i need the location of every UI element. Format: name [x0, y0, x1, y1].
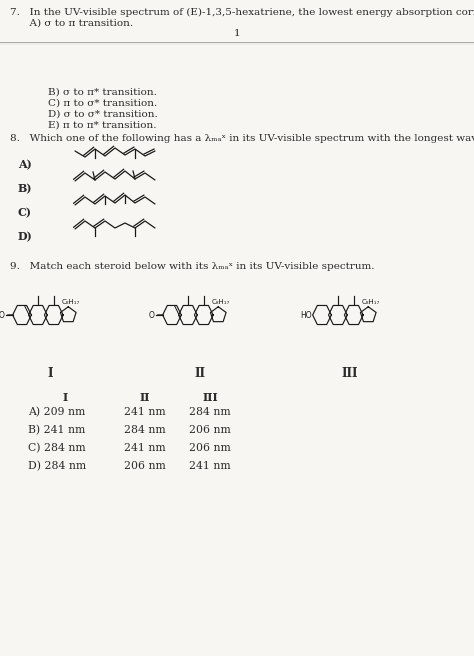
- Text: II: II: [194, 367, 206, 380]
- Text: D) σ to σ* transition.: D) σ to σ* transition.: [48, 110, 158, 119]
- Text: C) 284 nm: C) 284 nm: [28, 443, 86, 453]
- Text: B) 241 nm: B) 241 nm: [28, 425, 85, 436]
- Text: C): C): [18, 207, 32, 218]
- Text: B): B): [18, 183, 33, 194]
- Text: C₈H₁₇: C₈H₁₇: [211, 298, 230, 305]
- Text: D): D): [18, 231, 33, 242]
- Text: III: III: [202, 392, 218, 403]
- Text: 8.   Which one of the following has a λₘₐˣ in its UV-visible spectrum with the l: 8. Which one of the following has a λₘₐˣ…: [10, 134, 474, 143]
- Text: O: O: [0, 310, 5, 319]
- Text: O: O: [149, 310, 155, 319]
- Text: II: II: [140, 392, 150, 403]
- Text: 241 nm: 241 nm: [124, 443, 166, 453]
- Text: 284 nm: 284 nm: [189, 407, 231, 417]
- Text: I: I: [47, 367, 53, 380]
- Text: A): A): [18, 159, 32, 170]
- Text: B) σ to π* transition.: B) σ to π* transition.: [48, 88, 157, 97]
- Text: 7.   In the UV-visible spectrum of (E)-1,3,5-hexatriene, the lowest energy absor: 7. In the UV-visible spectrum of (E)-1,3…: [10, 8, 474, 17]
- Text: 206 nm: 206 nm: [124, 461, 166, 471]
- Text: HO: HO: [300, 310, 311, 319]
- Text: 241 nm: 241 nm: [189, 461, 231, 471]
- Text: 241 nm: 241 nm: [124, 407, 166, 417]
- Text: E) π to π* transition.: E) π to π* transition.: [48, 121, 156, 130]
- Text: D) 284 nm: D) 284 nm: [28, 461, 86, 471]
- Text: I: I: [63, 392, 68, 403]
- Text: 206 nm: 206 nm: [189, 425, 231, 435]
- Text: III: III: [342, 367, 358, 380]
- Text: C₈H₁₇: C₈H₁₇: [362, 298, 380, 305]
- Text: A) 209 nm: A) 209 nm: [28, 407, 85, 417]
- Text: 206 nm: 206 nm: [189, 443, 231, 453]
- Text: A) σ to π transition.: A) σ to π transition.: [10, 19, 133, 28]
- Text: 284 nm: 284 nm: [124, 425, 166, 435]
- Text: 9.   Match each steroid below with its λₘₐˣ in its UV-visible spectrum.: 9. Match each steroid below with its λₘₐ…: [10, 262, 374, 271]
- Text: C) π to σ* transition.: C) π to σ* transition.: [48, 99, 157, 108]
- Text: 1: 1: [234, 29, 240, 38]
- Text: C₈H₁₇: C₈H₁₇: [62, 298, 80, 305]
